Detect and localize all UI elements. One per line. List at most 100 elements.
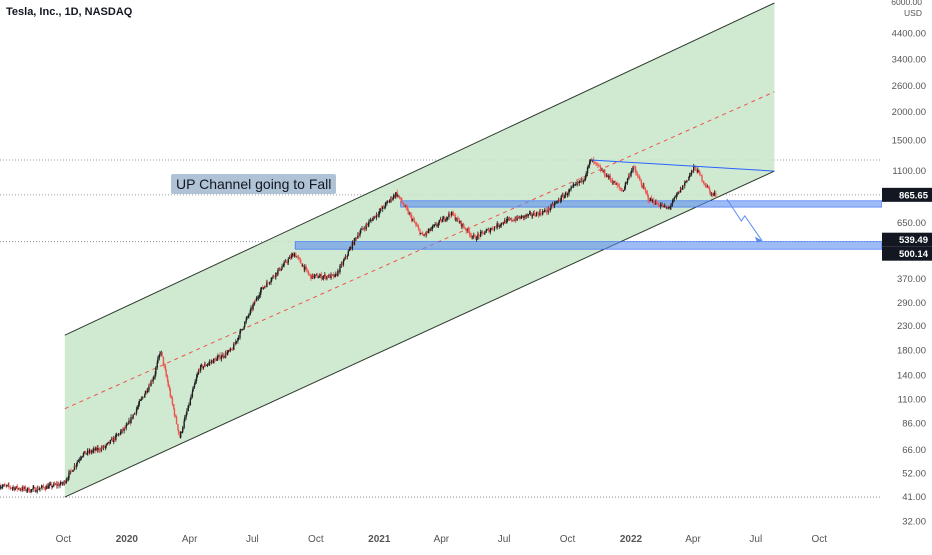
- candle-body-414: [427, 231, 429, 233]
- candle-body-170: [175, 415, 177, 417]
- candle-body-657: [678, 191, 680, 193]
- candle-body-613: [633, 166, 635, 168]
- candle-body-503: [519, 217, 521, 219]
- candle-body-461: [475, 239, 478, 240]
- candle-body-38: [38, 489, 41, 490]
- candle-body-460: [475, 235, 477, 240]
- candle-body-266: [274, 276, 276, 278]
- candle-body-210: [216, 357, 218, 361]
- y-axis[interactable]: 32.00 41.00 52.00 66.00 86.00 110.00 140.00 180…: [882, 0, 932, 550]
- candle-body-45: [45, 485, 47, 490]
- candle-body-643: [664, 205, 666, 207]
- candle-body-539: [556, 200, 558, 202]
- candle-body-197: [202, 366, 205, 369]
- candle-body-157: [161, 352, 163, 357]
- candle-body-263: [271, 277, 273, 281]
- candle-body-171: [175, 416, 178, 425]
- candle-body-397: [409, 213, 412, 216]
- candle-body-34: [34, 487, 36, 492]
- candle-body-645: [666, 207, 668, 209]
- candle-body-83: [84, 451, 87, 455]
- candle-body-415: [428, 228, 430, 232]
- candle-body-89: [91, 451, 93, 453]
- candle-body-305: [314, 274, 316, 276]
- candle-body-485: [500, 222, 503, 226]
- candle-body-692: [715, 192, 717, 197]
- candle-body-233: [239, 329, 242, 332]
- candle-body-355: [366, 224, 368, 226]
- candle-body-673: [695, 166, 697, 171]
- candle-body-400: [413, 219, 415, 221]
- candle-body-327: [337, 270, 339, 276]
- candle-body-90: [92, 450, 94, 452]
- candle-body-219: [225, 352, 227, 356]
- candle-body-454: [468, 231, 471, 235]
- candle-body-550: [568, 189, 570, 194]
- x-tick-label: Oct: [811, 534, 827, 545]
- candle-body-168: [173, 404, 175, 409]
- candle-body-465: [479, 232, 482, 237]
- y-tick-label: 52.00: [902, 468, 926, 479]
- candle-body-139: [142, 397, 145, 399]
- candle-body-296: [305, 266, 307, 269]
- price-tag-current: 865.65: [899, 190, 929, 201]
- candle-body-665: [686, 180, 689, 181]
- candle-body-554: [572, 185, 574, 187]
- candle-body-224: [231, 348, 233, 350]
- candle-body-557: [575, 184, 577, 186]
- x-tick-label: Apr: [685, 534, 701, 545]
- candle-body-663: [684, 181, 687, 183]
- candle-body-590: [609, 175, 611, 180]
- candle-body-447: [461, 223, 463, 227]
- candle-body-325: [335, 273, 337, 275]
- x-tick-label: Jul: [749, 534, 762, 545]
- y-tick-label: 290.00: [897, 298, 926, 309]
- candle-body-248: [255, 298, 258, 302]
- x-axis[interactable]: Oct 2020 Apr Jul Oct 2021 Apr Jul Oct 2022 Apr Jul O…: [56, 534, 828, 545]
- candle-body-253: [260, 287, 263, 291]
- resistance-trendline: [590, 159, 775, 172]
- candle-body-117: [119, 431, 122, 435]
- candle-body-87: [88, 450, 91, 453]
- candle-body-407: [419, 232, 422, 235]
- candle-body-112: [115, 434, 117, 440]
- candle-body-486: [502, 222, 504, 224]
- candle-body-419: [432, 226, 434, 227]
- candle-body-625: [645, 191, 647, 193]
- channel-annotation[interactable]: UP Channel going to Fall: [171, 174, 337, 194]
- candle-body-683: [705, 185, 707, 188]
- candle-body-238: [245, 319, 247, 322]
- candle-body-391: [403, 205, 405, 207]
- candle-body-148: [152, 379, 154, 382]
- candle-body-137: [140, 398, 143, 400]
- candle-body-99: [101, 447, 103, 449]
- candle-body-30: [30, 489, 32, 493]
- candle-body-495: [510, 218, 513, 221]
- candle-body-101: [103, 445, 105, 448]
- candle-body-569: [587, 165, 589, 168]
- candle-body-424: [437, 222, 440, 226]
- candle-body-91: [93, 448, 95, 451]
- candle-body-133: [136, 407, 138, 410]
- candle-body-519: [535, 212, 538, 217]
- candle-body-652: [673, 197, 676, 199]
- symbol-title: Tesla, Inc., 1D, NASDAQ: [6, 6, 133, 18]
- candle-body-102: [104, 446, 107, 448]
- candle-body-440: [454, 214, 456, 220]
- candle-body-616: [636, 172, 638, 176]
- candle-body-220: [226, 352, 229, 356]
- candle-body-42: [42, 485, 45, 488]
- candle-body-124: [127, 423, 129, 425]
- candle-body-211: [217, 356, 219, 358]
- candle-body-230: [237, 337, 239, 342]
- candle-body-51: [51, 486, 54, 488]
- candle-body-411: [424, 234, 426, 236]
- candle-body-176: [181, 431, 183, 433]
- candle-body-678: [700, 175, 703, 177]
- candle-body-135: [138, 401, 140, 405]
- candle-body-394: [406, 207, 409, 210]
- candle-body-659: [680, 187, 683, 190]
- candle-body-29: [28, 491, 31, 493]
